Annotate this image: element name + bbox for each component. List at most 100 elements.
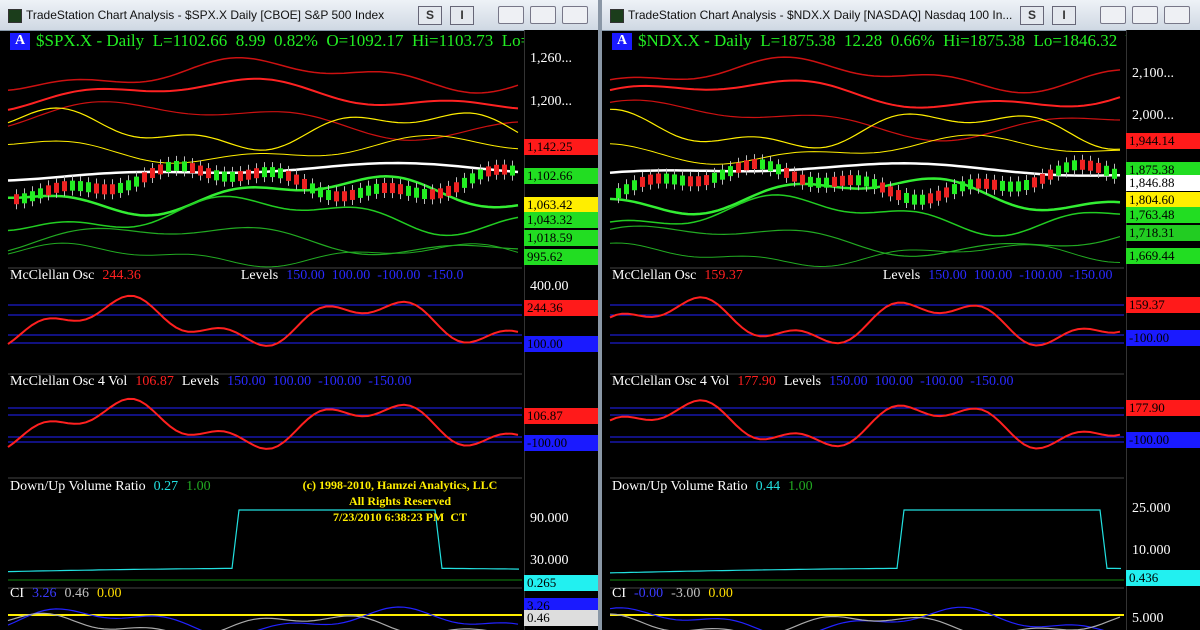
indicator-line <box>7 135 519 164</box>
candle <box>984 178 989 189</box>
panel-label-part: 0.46 <box>64 586 90 601</box>
candle <box>214 170 219 181</box>
candle <box>656 173 661 184</box>
close-button[interactable] <box>1164 6 1190 24</box>
panel-label-part: 177.90 <box>737 374 776 389</box>
value-badge: 0.436 <box>1126 570 1200 586</box>
candle <box>94 183 99 194</box>
toolbar-button[interactable]: I <box>450 6 474 25</box>
candle <box>848 175 853 186</box>
toolbar-button[interactable]: S <box>1020 6 1044 25</box>
value-badge: 1,804.60 <box>1126 192 1200 208</box>
toolbar-button[interactable]: S <box>418 6 442 25</box>
panel-label-part: CI <box>612 586 626 601</box>
indicator-line <box>609 194 1121 237</box>
candle <box>1088 160 1093 171</box>
candle <box>38 188 43 199</box>
candle <box>696 176 701 187</box>
panel-label-part: 150.00 100.00 -100.00 -150.0 <box>286 268 464 283</box>
candle <box>840 175 845 186</box>
candle <box>134 176 139 187</box>
app-icon <box>610 9 624 23</box>
candle <box>414 187 419 198</box>
panel-label-part: Levels <box>882 268 921 283</box>
candle <box>190 163 195 174</box>
candle <box>486 166 491 177</box>
ci-curve <box>7 612 518 630</box>
candle <box>310 183 315 194</box>
value-badge: 1,875.38 <box>1126 162 1200 178</box>
maximize-button[interactable] <box>530 6 556 24</box>
minimize-button[interactable] <box>1100 6 1126 24</box>
candle <box>326 190 331 201</box>
candle <box>760 159 765 170</box>
candle <box>816 177 821 188</box>
candle <box>150 168 155 179</box>
value-badge: 0.265 <box>524 575 598 591</box>
indicator-line <box>609 177 1121 216</box>
panel-axis-label: 400.00 <box>530 279 569 294</box>
candle <box>422 189 427 200</box>
candle <box>294 174 299 185</box>
candle <box>664 173 669 184</box>
panel-label-part: 150.00 100.00 -100.00 -150.00 <box>928 268 1113 283</box>
candle <box>1056 165 1061 176</box>
candle <box>334 191 339 202</box>
candle <box>1040 173 1045 184</box>
candle <box>390 183 395 194</box>
candle <box>920 194 925 205</box>
toolbar-button[interactable]: I <box>1052 6 1076 25</box>
value-badge: 1,944.14 <box>1126 133 1200 149</box>
maximize-button[interactable] <box>1132 6 1158 24</box>
oscillator-line <box>609 296 1121 347</box>
candle <box>70 180 75 191</box>
candle <box>872 179 877 190</box>
candle <box>470 173 475 184</box>
panel-label: Down/Up Volume Ratio 0.27 1.00 <box>10 479 211 495</box>
ci-curve <box>609 613 1121 630</box>
candle <box>46 185 51 196</box>
panel-label: CI 3.26 0.46 0.00 <box>10 586 122 602</box>
candle <box>350 189 355 200</box>
candle <box>446 185 451 196</box>
candle <box>102 184 107 195</box>
candle <box>22 193 27 204</box>
value-badge: 100.00 <box>524 336 598 352</box>
oscillator-line <box>609 399 1121 450</box>
panel-label-part: McClellan Osc <box>10 268 95 283</box>
candle <box>78 181 83 192</box>
title-bar: TradeStation Chart Analysis - $SPX.X Dai… <box>0 0 598 31</box>
window-title: TradeStation Chart Analysis - $SPX.X Dai… <box>26 8 385 22</box>
candle <box>856 175 861 186</box>
app-icon <box>8 9 22 23</box>
candle <box>864 176 869 187</box>
candle <box>158 164 163 175</box>
value-badge: 244.36 <box>524 300 598 316</box>
candle <box>502 164 507 175</box>
candle <box>1104 165 1109 176</box>
close-button[interactable] <box>562 6 588 24</box>
panel-label-part: Levels <box>240 268 279 283</box>
panel-label: McClellan Osc 4 Vol 106.87 Levels 150.00 10… <box>10 374 411 390</box>
panel-label-part: -0.00 <box>634 586 664 601</box>
panel-label-part: 0.00 <box>97 586 122 601</box>
candle <box>118 182 123 193</box>
panel-label-part: CI <box>10 586 24 601</box>
panel-label-part: 1.00 <box>186 479 211 494</box>
candle <box>928 193 933 204</box>
panel-axis-label: 90.000 <box>530 511 569 526</box>
minimize-button[interactable] <box>498 6 524 24</box>
value-badge: 1,718.31 <box>1126 225 1200 241</box>
value-badge: -100.00 <box>1126 432 1200 448</box>
candle <box>246 169 251 180</box>
value-badge: 106.87 <box>524 408 598 424</box>
indicator-line <box>609 225 1121 257</box>
candle <box>880 182 885 193</box>
candle <box>680 175 685 186</box>
indicator-line <box>609 99 1121 142</box>
chart-window: TradeStation Chart Analysis - $NDX.X Dai… <box>602 0 1200 630</box>
panel-label-part: 244.36 <box>102 268 141 283</box>
panel-label: McClellan Osc 4 Vol 177.90 Levels 150.00 10… <box>612 374 1013 390</box>
panel-label-part: 150.00 100.00 -100.00 -150.00 <box>227 374 412 389</box>
oscillator-line <box>7 294 519 347</box>
